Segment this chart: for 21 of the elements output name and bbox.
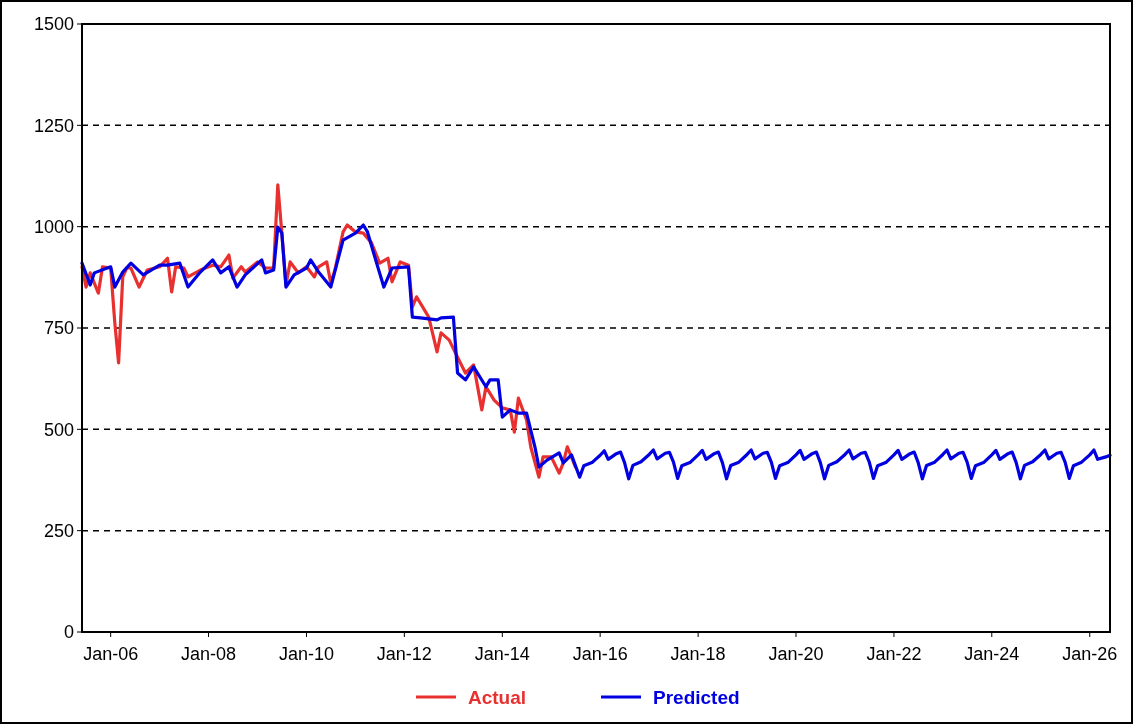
y-tick-label: 1500 bbox=[33, 14, 74, 35]
y-tick-label: 1250 bbox=[33, 115, 74, 136]
x-tick-label: Jan-06 bbox=[83, 644, 139, 664]
x-tick-label: Jan-16 bbox=[572, 644, 628, 664]
x-tick-label: Jan-26 bbox=[1062, 644, 1118, 664]
x-tick-label: Jan-14 bbox=[474, 644, 530, 664]
legend-label: Predicted bbox=[653, 686, 740, 708]
line-series bbox=[80, 223, 1112, 481]
x-tick-label: Jan-20 bbox=[768, 644, 824, 664]
x-tick-label: Jan-24 bbox=[964, 644, 1020, 664]
x-tick-label: Jan-18 bbox=[670, 644, 726, 664]
x-tick-label: Jan-08 bbox=[181, 644, 237, 664]
y-tick-label: 0 bbox=[63, 622, 74, 643]
y-tick-label: 1000 bbox=[33, 216, 74, 237]
legend-label: Actual bbox=[468, 686, 527, 708]
x-tick-label: Jan-10 bbox=[278, 644, 335, 664]
x-tick-label: Jan-22 bbox=[866, 644, 922, 664]
y-tick-label: 750 bbox=[43, 318, 74, 339]
y-tick-label: 500 bbox=[43, 419, 74, 440]
x-tick-label: Jan-12 bbox=[376, 644, 432, 664]
y-tick-label: 250 bbox=[43, 520, 74, 541]
